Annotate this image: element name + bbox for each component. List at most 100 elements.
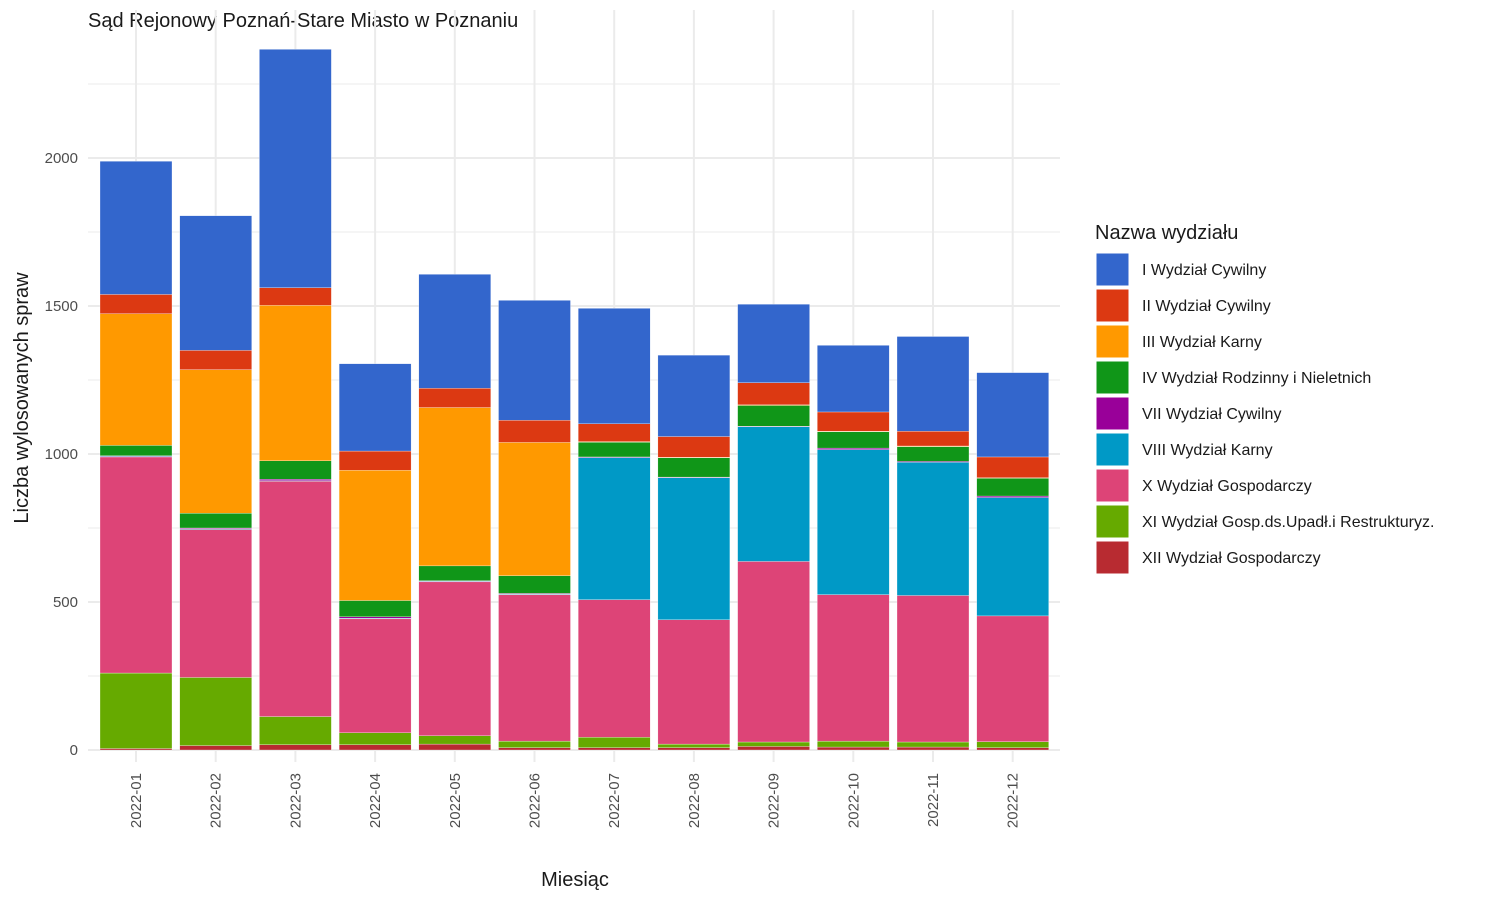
legend-label: VII Wydział Cywilny (1142, 406, 1281, 423)
legend-swatch (1095, 288, 1130, 323)
bar-segment (737, 561, 810, 743)
bar-segment (338, 470, 412, 601)
bar-segment (896, 446, 970, 462)
bar-segment (179, 677, 252, 746)
bar-segment (498, 575, 571, 594)
bar-segment (976, 478, 1049, 497)
bars (99, 49, 1049, 751)
bar-segment (896, 431, 970, 447)
bar-segment (578, 423, 651, 442)
bar-segment (259, 716, 332, 745)
bar-segment (418, 581, 491, 736)
legend-swatch (1095, 324, 1130, 359)
bar-segment (817, 449, 890, 595)
bar-segment (976, 495, 1049, 498)
bar-segment (817, 431, 890, 449)
bar-segment (817, 411, 890, 432)
x-axis-title: Miesiąc (541, 869, 609, 891)
x-tick-label: 2022-11 (925, 773, 942, 827)
bar-segment (578, 747, 651, 751)
y-tick-label: 0 (70, 742, 78, 759)
legend-swatch (1095, 468, 1130, 503)
bar-segment (259, 744, 332, 751)
legend-swatch (1095, 540, 1130, 575)
bar-segment (817, 447, 890, 450)
legend-label: I Wydział Cywilny (1142, 262, 1266, 279)
bar-segment (578, 308, 651, 424)
x-axis: 2022-01 2022-02 2022-03 2022-04 2022-05 2022-… (128, 773, 1022, 828)
bar-segment (896, 741, 970, 748)
bar-segment (259, 479, 332, 481)
bar-segment (657, 619, 731, 745)
bar-segment (737, 426, 810, 562)
bar-segment (976, 497, 1049, 617)
bar-segment (259, 287, 332, 306)
legend-label: VIII Wydział Karny (1142, 442, 1273, 459)
bar-segment (259, 49, 332, 288)
bar-segment (338, 616, 412, 619)
x-tick-label: 2022-09 (766, 773, 783, 828)
bar-segment (976, 372, 1049, 458)
bar-segment (737, 741, 810, 747)
bar-segment (976, 615, 1049, 742)
bar-segment (657, 743, 731, 748)
x-tick-label: 2022-08 (686, 773, 703, 828)
bar-segment (338, 450, 412, 471)
bar-segment (338, 744, 412, 751)
x-tick-label: 2022-12 (1005, 773, 1022, 828)
bar-segment (817, 345, 890, 413)
bar-segment (657, 354, 731, 437)
bar-segment (817, 594, 890, 742)
bar-segment (418, 735, 491, 745)
bar-segment (578, 457, 651, 600)
x-tick-label: 2022-06 (527, 773, 544, 828)
bar-segment (338, 618, 412, 733)
bar-segment (817, 740, 890, 748)
x-tick-label: 2022-03 (287, 773, 304, 828)
bar-segment (418, 743, 491, 751)
legend-label: XI Wydział Gosp.ds.Upadł.i Restrukturyz. (1142, 514, 1434, 531)
bar-segment (179, 745, 252, 751)
y-tick-label: 500 (53, 594, 78, 611)
bar-segment (418, 388, 491, 408)
bar-segment (737, 746, 810, 751)
bar-segment (99, 456, 173, 674)
bar-segment (498, 420, 571, 443)
bar-segment (418, 407, 491, 567)
bar-segment (338, 600, 412, 617)
bar-segment (657, 477, 731, 620)
x-tick-label: 2022-01 (128, 773, 145, 828)
bar-segment (737, 382, 810, 406)
bar-segment (498, 594, 571, 742)
bar-segment (578, 442, 651, 458)
bar-segment (896, 595, 970, 743)
bar-segment (498, 747, 571, 751)
x-tick-label: 2022-02 (208, 773, 225, 828)
legend-swatch (1095, 504, 1130, 539)
bar-segment (99, 313, 173, 446)
bar-segment (179, 350, 252, 370)
bar-segment (896, 462, 970, 596)
legend-swatch (1095, 432, 1130, 467)
bar-segment (578, 737, 651, 748)
y-axis-title: Liczba wylosowanych spraw (11, 272, 33, 524)
legend-label: III Wydział Karny (1142, 334, 1262, 351)
bar-segment (99, 672, 173, 749)
legend-swatch (1095, 252, 1130, 287)
bar-segment (657, 747, 731, 751)
bar-segment (99, 748, 173, 751)
bar-segment (179, 513, 252, 529)
bar-segment (179, 215, 252, 351)
bar-segment (259, 460, 332, 480)
bar-segment (657, 457, 731, 478)
bar-segment (99, 294, 173, 314)
bar-segment (338, 363, 412, 452)
x-tick-label: 2022-10 (845, 773, 862, 828)
bar-segment (498, 740, 571, 748)
legend-title: Nazwa wydziału (1095, 222, 1238, 244)
x-tick-label: 2022-07 (606, 773, 623, 828)
y-tick-label: 2000 (45, 150, 78, 167)
legend-swatch (1095, 396, 1130, 431)
bar-segment (817, 746, 890, 751)
